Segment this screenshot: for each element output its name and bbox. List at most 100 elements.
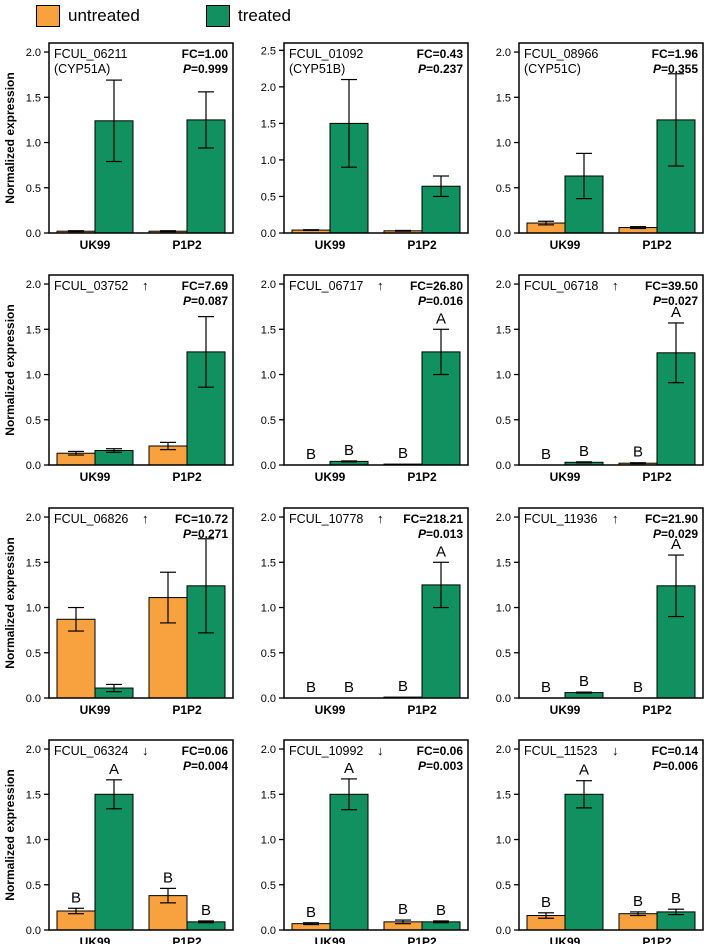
significance-letter: A <box>109 761 119 778</box>
y-tick-label: 2.0 <box>26 279 41 291</box>
y-tick-label: 0.0 <box>26 460 41 472</box>
y-tick-label: 2.0 <box>496 744 511 756</box>
gene-id: FCUL_01092 <box>289 47 363 61</box>
y-tick-label: 1.0 <box>261 603 276 615</box>
y-axis-label: Normalized expression <box>3 537 17 668</box>
y-tick-label: 1.0 <box>26 603 41 615</box>
y-tick-label: 1.0 <box>26 138 41 150</box>
legend-swatch-treated <box>206 5 230 27</box>
y-tick-label: 1.5 <box>26 324 41 336</box>
y-tick-label: 0.0 <box>261 228 276 240</box>
significance-letter: B <box>344 679 354 696</box>
p-value: P=0.999 <box>183 62 228 76</box>
p-symbol: P <box>183 527 192 541</box>
panel-fcul-06324: 0.0 0.5 1.0 1.5 2.0 Normalized expression B A UK… <box>3 739 234 944</box>
significance-letter: B <box>541 679 551 696</box>
y-axis-label: Normalized expression <box>3 769 17 900</box>
gene-subtitle: (CYP51A) <box>54 62 110 76</box>
fold-change: FC=21.90 <box>645 512 698 526</box>
panel-fcul-10778: 0.0 0.5 1.0 1.5 2.0 B B UK99 B A P1P2 FCUL_10778 ↑ FC… <box>261 507 469 717</box>
gene-id: FCUL_10778 <box>289 512 363 526</box>
significance-letter: A <box>671 304 681 321</box>
y-tick-label: 2.0 <box>261 512 276 524</box>
p-value: P=0.016 <box>418 294 463 308</box>
significance-letter: A <box>671 536 681 553</box>
y-tick-label: 1.5 <box>496 557 511 569</box>
plot-frame <box>283 274 469 466</box>
y-tick-label: 1.5 <box>496 92 511 104</box>
panel-fcul-06717: 0.0 0.5 1.0 1.5 2.0 B B UK99 B A P1P2 FCUL_06717 ↑ FC… <box>261 274 469 484</box>
p-number: =0.006 <box>661 759 698 773</box>
significance-letter: B <box>306 904 316 921</box>
p-value: P=0.237 <box>418 62 463 76</box>
y-tick-label: 1.0 <box>261 835 276 847</box>
p-value: P=0.271 <box>183 527 228 541</box>
y-tick-label: 0.5 <box>261 880 276 892</box>
y-tick-label: 0.0 <box>496 925 511 937</box>
y-tick-label: 1.5 <box>26 557 41 569</box>
y-tick-label: 0.0 <box>261 925 276 937</box>
p-value: P=0.013 <box>418 527 463 541</box>
legend: untreated treated <box>0 0 720 36</box>
p-number: =0.003 <box>426 759 463 773</box>
significance-letter: B <box>398 678 408 695</box>
y-tick-label: 0.5 <box>496 415 511 427</box>
y-tick-label: 2.0 <box>26 512 41 524</box>
x-tick-label: P1P2 <box>407 935 437 944</box>
bar-treated-uk99 <box>94 793 134 931</box>
fold-change: FC=218.21 <box>403 512 463 526</box>
p-symbol: P <box>653 62 662 76</box>
y-tick-label: 2.0 <box>496 279 511 291</box>
significance-letter: A <box>436 310 446 327</box>
gene-id: FCUL_11523 <box>524 744 597 758</box>
y-tick-label: 0.0 <box>496 460 511 472</box>
p-symbol: P <box>418 294 427 308</box>
p-number: =0.027 <box>661 294 698 308</box>
gene-id: FCUL_03752 <box>54 279 128 293</box>
significance-letter: B <box>306 679 316 696</box>
gene-id: FCUL_08966 <box>524 47 598 61</box>
significance-letter: B <box>71 889 81 906</box>
y-tick-label: 2.0 <box>261 744 276 756</box>
fold-change: FC=0.06 <box>417 744 464 758</box>
significance-letter: B <box>633 893 643 910</box>
gene-id: FCUL_06324 <box>54 744 128 758</box>
p-value: P=0.355 <box>653 62 698 76</box>
y-tick-label: 0.0 <box>261 460 276 472</box>
x-tick-label: UK99 <box>315 238 346 252</box>
y-tick-label: 1.0 <box>496 370 511 382</box>
significance-letter: B <box>163 869 173 886</box>
y-tick-label: 1.5 <box>261 118 276 130</box>
panel-fcul-11523: 0.0 0.5 1.0 1.5 2.0 B A UK99 B B P1P2 FCUL_11523 ↓ FC… <box>496 739 704 944</box>
bar-treated-uk99 <box>564 793 604 931</box>
fold-change: FC=10.72 <box>175 512 228 526</box>
x-tick-label: UK99 <box>80 935 111 944</box>
p-value: P=0.029 <box>653 527 698 541</box>
y-tick-label: 1.0 <box>261 370 276 382</box>
y-tick-label: 0.5 <box>496 648 511 660</box>
y-tick-label: 0.5 <box>496 183 511 195</box>
p-number: =0.016 <box>426 294 463 308</box>
y-tick-label: 1.5 <box>26 789 41 801</box>
plot-frame <box>48 42 234 234</box>
significance-letter: B <box>579 673 589 690</box>
p-symbol: P <box>418 527 427 541</box>
p-value: P=0.003 <box>418 759 463 773</box>
y-tick-label: 1.0 <box>496 138 511 150</box>
significance-letter: B <box>671 890 681 907</box>
regulation-arrow: ↑ <box>377 511 384 526</box>
plot-frame <box>518 274 704 466</box>
p-number: =0.999 <box>191 62 228 76</box>
panel-fcul-03752: 0.0 0.5 1.0 1.5 2.0 Normalized expression UK99… <box>3 274 234 484</box>
significance-letter: B <box>398 901 408 918</box>
y-tick-label: 0.0 <box>496 228 511 240</box>
gene-id: FCUL_06718 <box>524 279 598 293</box>
regulation-arrow: ↑ <box>612 511 619 526</box>
significance-letter: B <box>541 894 551 911</box>
bar-untreated-p1p2 <box>618 913 658 931</box>
y-tick-label: 0.5 <box>496 880 511 892</box>
fold-change: FC=1.96 <box>652 47 699 61</box>
x-tick-label: P1P2 <box>642 470 672 484</box>
y-tick-label: 1.5 <box>261 324 276 336</box>
